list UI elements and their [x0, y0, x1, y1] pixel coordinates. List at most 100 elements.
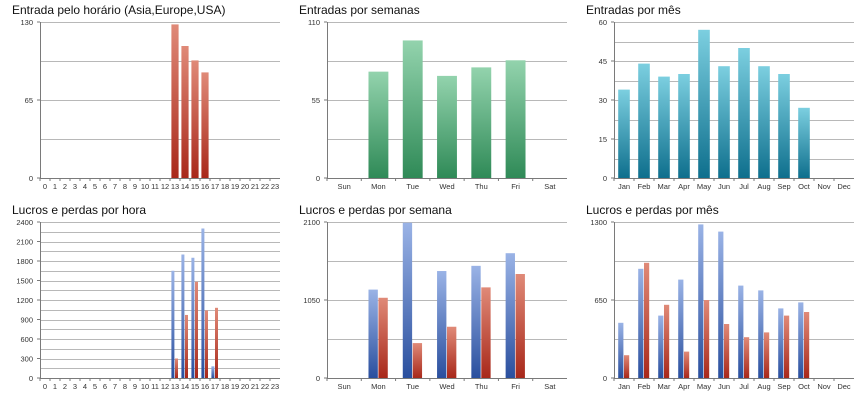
x-tick-label: 15 — [191, 182, 199, 191]
x-tick-label: Fri — [511, 382, 520, 391]
bar-Tue-s1 — [402, 222, 413, 378]
y-tick-label: 65 — [25, 96, 33, 105]
x-tick-label: Nov — [817, 382, 831, 391]
x-tick-label: Apr — [678, 382, 690, 391]
x-tick-label: 10 — [141, 182, 149, 191]
bar-Tue — [402, 40, 423, 178]
chart-panel-entries-by-hour: Entrada pelo horário (Asia,Europe,USA) 0… — [0, 0, 286, 200]
bar-Wed — [437, 75, 457, 178]
bar-May-s1 — [698, 224, 704, 378]
bar-16-s2 — [205, 310, 208, 378]
y-tick-label: 0 — [29, 374, 33, 383]
x-tick-label: Jul — [739, 382, 749, 391]
bar-Jan — [618, 89, 630, 178]
x-tick-label: Thu — [475, 382, 488, 391]
x-tick-label: 13 — [171, 182, 179, 191]
x-tick-label: 8 — [123, 382, 127, 391]
bar-14-s2 — [185, 314, 188, 378]
bar-Apr-s2 — [684, 351, 690, 378]
y-tick-label: 0 — [603, 174, 607, 183]
x-tick-label: 8 — [123, 182, 127, 191]
y-tick-label: 0 — [316, 174, 320, 183]
chart-panel-pnl-by-weekday: Lucros e perdas por semana 0 1050 2100 Sun M… — [287, 200, 573, 400]
x-tick-label: Oct — [798, 382, 811, 391]
bar-17-s2 — [215, 307, 218, 378]
y-tick-label: 650 — [594, 296, 607, 305]
x-tick-label: 9 — [133, 382, 137, 391]
x-tick-label: 10 — [141, 382, 149, 391]
bar-Mar-s1 — [658, 315, 664, 378]
y-tick-label: 1050 — [303, 296, 320, 305]
bar-15-s1 — [191, 257, 195, 378]
bar-14-s1 — [181, 254, 185, 378]
x-tick-label: 9 — [133, 182, 137, 191]
y-tick-label: 60 — [599, 18, 607, 27]
x-tick-label: 5 — [93, 182, 97, 191]
x-tick-label: Nov — [817, 182, 831, 191]
y-tick-label: 30 — [599, 96, 607, 105]
bar-May — [698, 29, 710, 178]
bar-Apr-s1 — [678, 279, 684, 378]
x-tick-label: Sun — [337, 182, 350, 191]
y-tick-label: 1500 — [16, 277, 33, 286]
bar-Jan-s1 — [618, 322, 624, 378]
x-tick-label: Fri — [511, 182, 520, 191]
chart-title: Entrada pelo horário (Asia,Europe,USA) — [12, 3, 226, 17]
x-tick-label: Tue — [406, 182, 419, 191]
x-tick-label: Mon — [371, 182, 386, 191]
x-tick-label: 22 — [261, 382, 269, 391]
x-tick-label: Mar — [658, 182, 671, 191]
x-tick-label: 2 — [63, 182, 67, 191]
x-tick-label: Mar — [658, 382, 671, 391]
bar-Fri-s2 — [515, 274, 525, 378]
bar-13-s1 — [171, 270, 175, 378]
bar-Wed-s2 — [447, 326, 457, 378]
x-tick-label: Sep — [777, 182, 790, 191]
x-tick-label: 21 — [251, 382, 259, 391]
bar-Jan-s2 — [624, 355, 630, 378]
bar-Wed-s1 — [437, 271, 447, 378]
bar-Sep — [778, 74, 790, 178]
bar-Feb — [638, 63, 650, 178]
bar-Mar-s2 — [664, 304, 670, 378]
chart-pnl-by-weekday: 0 1050 2100 Sun Mon Tue Wed Thu Fri Sat — [303, 218, 567, 391]
chart-entries-by-month: 0 15 30 45 60 Jan Feb Mar Apr May Jun Jul Aug Sep Oct N… — [599, 18, 854, 191]
bar-Mar — [658, 76, 670, 178]
bar-Oct-s2 — [804, 312, 810, 378]
x-tick-label: 12 — [161, 182, 169, 191]
x-tick-label: 1 — [53, 182, 57, 191]
bar-May-s2 — [704, 300, 710, 378]
y-tick-label: 0 — [603, 374, 607, 383]
bar-Mon — [368, 71, 389, 178]
x-tick-label: 4 — [83, 382, 87, 391]
x-tick-label: 22 — [261, 182, 269, 191]
bar-Aug-s2 — [764, 332, 770, 378]
bar-Aug — [758, 66, 770, 178]
x-tick-label: Sat — [544, 182, 556, 191]
chart-title: Entradas por semanas — [299, 3, 420, 17]
x-tick-label: 13 — [171, 382, 179, 391]
x-tick-label: 20 — [241, 182, 249, 191]
x-tick-label: 18 — [221, 382, 229, 391]
x-tick-label: May — [697, 182, 711, 191]
x-tick-label: 11 — [151, 182, 159, 191]
y-tick-label: 55 — [312, 96, 320, 105]
bar-16-s1 — [201, 228, 205, 378]
x-tick-label: 16 — [201, 182, 209, 191]
x-tick-label: 20 — [241, 382, 249, 391]
x-tick-label: Apr — [678, 182, 690, 191]
bar-Jun — [718, 66, 730, 178]
x-tick-label: Thu — [475, 182, 488, 191]
x-tick-label: 7 — [113, 182, 117, 191]
x-tick-label: Sat — [544, 382, 556, 391]
x-tick-label: Jun — [718, 182, 730, 191]
x-tick-label: 4 — [83, 182, 87, 191]
x-tick-label: Feb — [638, 182, 651, 191]
x-tick-label: 0 — [43, 382, 47, 391]
bar-Feb-s1 — [638, 268, 644, 378]
x-tick-label: 14 — [181, 182, 189, 191]
y-tick-label: 130 — [20, 18, 33, 27]
y-tick-label: 0 — [316, 374, 320, 383]
bar-Mon-s2 — [378, 297, 388, 378]
